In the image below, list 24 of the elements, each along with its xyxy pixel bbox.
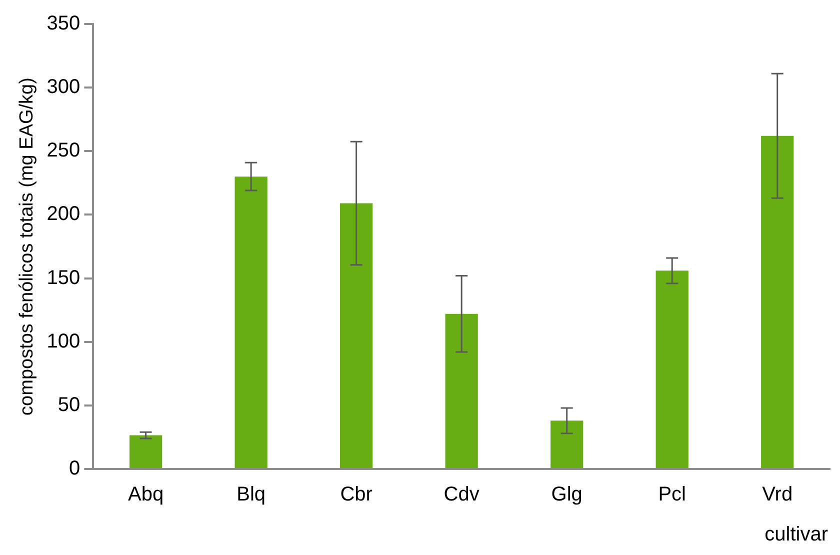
bar xyxy=(340,203,373,468)
x-tick-label: Glg xyxy=(551,484,582,506)
y-tick-label: 300 xyxy=(46,76,80,98)
x-tick-label: Pcl xyxy=(658,484,686,506)
bar xyxy=(550,420,584,468)
y-tick-label: 100 xyxy=(46,330,80,352)
y-axis-title: compostos fenólicos totais (mg EAG/kg) xyxy=(16,78,38,416)
y-tick-label: 350 xyxy=(46,12,80,35)
x-tick-label: Vrd xyxy=(762,484,793,506)
y-tick-label: 50 xyxy=(58,394,80,416)
bar xyxy=(234,176,268,468)
x-tick-label: Cbr xyxy=(340,484,373,506)
bar xyxy=(656,270,688,468)
bar xyxy=(129,435,162,468)
x-tick-label: Cdv xyxy=(444,484,480,506)
x-axis-title: cultivar xyxy=(764,524,828,546)
x-tick-label: Blq xyxy=(236,484,266,506)
y-tick-label: 250 xyxy=(46,140,80,162)
y-tick-label: 150 xyxy=(46,266,80,289)
x-tick-label: Abq xyxy=(128,484,164,506)
bar xyxy=(445,314,478,468)
bar xyxy=(761,136,794,468)
y-tick-label: 0 xyxy=(69,458,80,480)
y-tick-label: 200 xyxy=(46,203,80,226)
